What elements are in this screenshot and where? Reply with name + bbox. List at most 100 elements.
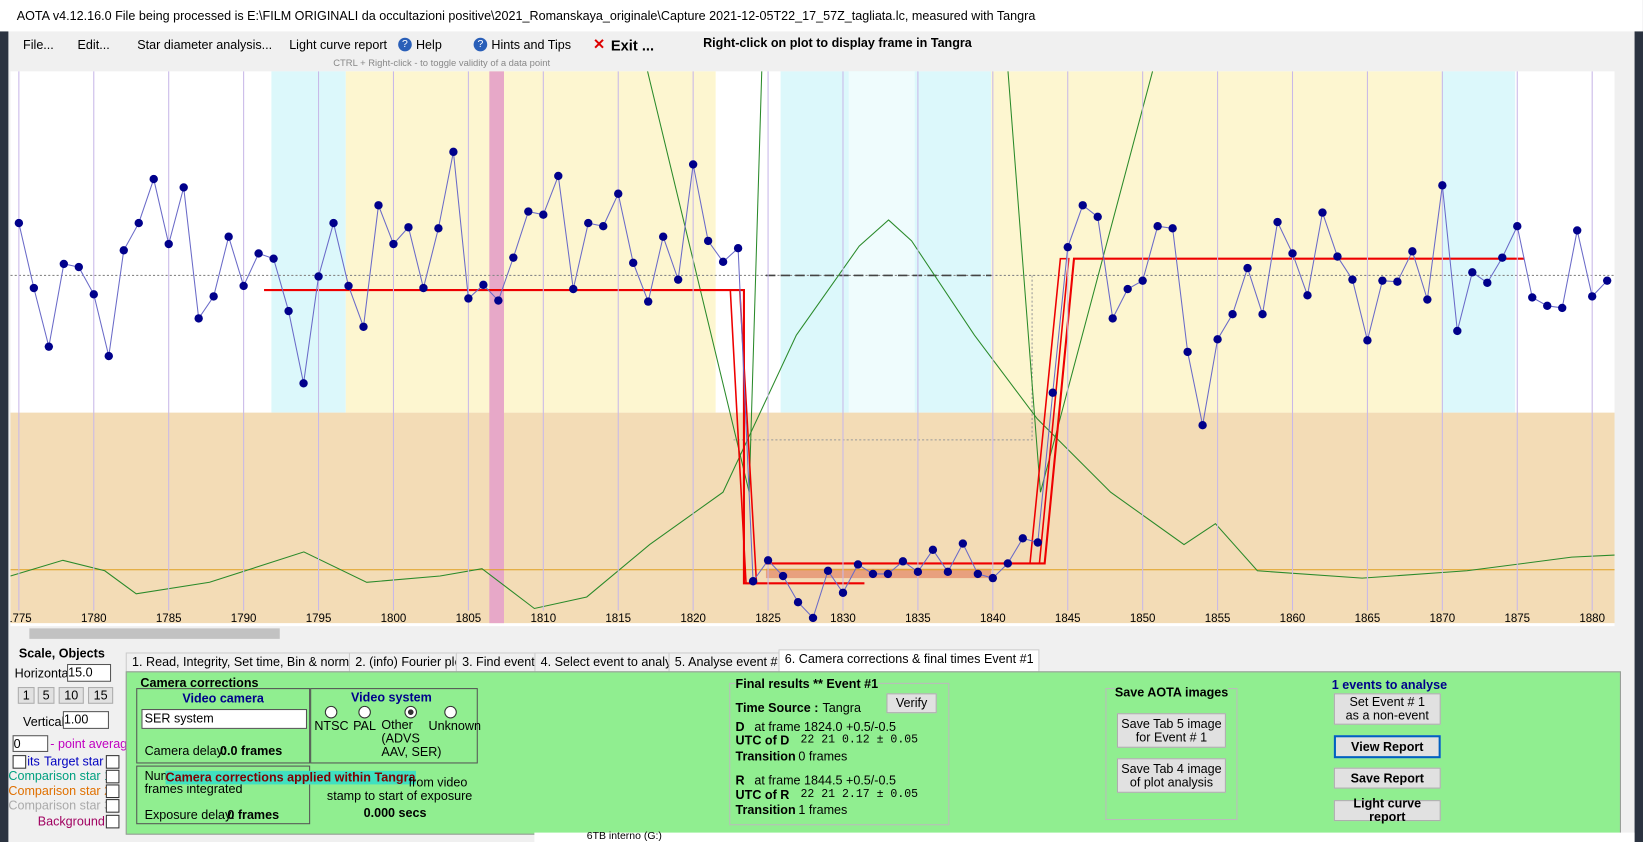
x-tick-label: 1810 — [530, 613, 556, 625]
data-point — [1393, 277, 1402, 286]
data-point — [1587, 292, 1597, 301]
scale-button[interactable]: 10 — [58, 687, 84, 704]
x-tick-label: 1785 — [156, 613, 182, 625]
radio-label[interactable]: Unknown — [428, 718, 481, 734]
data-point — [554, 171, 563, 181]
data-point — [1438, 181, 1447, 190]
radio[interactable] — [358, 705, 371, 719]
data-point — [464, 294, 473, 303]
data-point — [314, 272, 323, 281]
data-point — [479, 280, 488, 290]
tab[interactable]: 3. Find events — [455, 652, 548, 673]
save-button[interactable]: Save Tab 4 image of plot analysis — [1116, 758, 1226, 793]
checkbox[interactable] — [105, 814, 120, 829]
data-point — [1453, 326, 1462, 336]
checkbox[interactable] — [105, 769, 120, 784]
button[interactable]: Save Report — [1333, 767, 1441, 789]
light-curve-plot[interactable]: 1775 1780 1785 1790 1795 1800 1805 1810 1815 1820… — [10, 71, 1615, 627]
data-point — [1183, 347, 1192, 357]
label: from video — [408, 775, 468, 790]
value: 0.000 secs — [363, 805, 427, 821]
data-point — [958, 539, 968, 548]
radio[interactable] — [324, 705, 338, 719]
radio[interactable] — [444, 705, 457, 719]
title-bar — [0, 0, 1643, 32]
x-tick-label: 1835 — [905, 613, 931, 625]
scrollbar[interactable] — [10, 626, 1615, 641]
scale-button[interactable]: 1 — [17, 687, 35, 704]
menu-item[interactable]: Light curve report — [289, 37, 388, 53]
tab[interactable]: 5. Analyse event #1 — [668, 652, 791, 673]
button[interactable]: View Report — [1333, 735, 1441, 759]
button[interactable]: Set Event # 1 as a non-event — [1333, 693, 1441, 725]
menu-item[interactable]: Exit ... — [610, 36, 655, 54]
x-tick-label: 1870 — [1430, 613, 1456, 625]
checkbox[interactable] — [105, 784, 120, 799]
data-point — [1018, 534, 1027, 543]
data-point — [569, 284, 578, 294]
data-point — [329, 218, 338, 228]
avg-select[interactable]: 0 — [12, 735, 49, 752]
menu-item[interactable]: File... — [23, 37, 54, 53]
checkbox[interactable] — [105, 799, 120, 813]
value: at frame 1824.0 +0.5/-0.5 — [754, 719, 896, 735]
label: Camera delay: — [144, 743, 227, 759]
panel-title: Scale, Objects — [18, 646, 105, 661]
checkbox[interactable] — [105, 755, 120, 769]
x-tick-label: 1845 — [1055, 613, 1081, 625]
menu-item[interactable]: Star diameter analysis... — [137, 37, 273, 53]
data-point — [389, 239, 398, 249]
data-point — [1543, 301, 1552, 311]
data-point — [673, 275, 683, 284]
radio-label[interactable]: Other (ADVS AAV, SER) — [381, 717, 442, 760]
data-point — [29, 283, 39, 293]
h-scale[interactable]: 15.0 — [67, 663, 112, 682]
verify-button[interactable]: Verify — [886, 693, 937, 714]
data-point — [1273, 217, 1282, 227]
data-point — [1153, 222, 1162, 231]
scroll-thumb[interactable] — [29, 628, 280, 639]
camera-select[interactable]: SER system — [141, 709, 308, 729]
data-point — [1228, 310, 1237, 319]
data-point — [943, 567, 953, 577]
x-tick-label: 1865 — [1355, 613, 1381, 625]
label: D — [735, 719, 745, 735]
radio-checked[interactable] — [404, 705, 418, 719]
v-scale[interactable]: 1.00 — [62, 711, 109, 729]
data-point — [1108, 314, 1117, 323]
tab[interactable]: 1. Read, Integrity, Set time, Bin & norm… — [125, 652, 382, 673]
data-point — [629, 258, 638, 268]
data-point — [194, 314, 203, 323]
tab-active[interactable]: 6. Camera corrections & final times Even… — [778, 649, 1040, 673]
value: 22 21 0.12 ± 0.05 — [800, 734, 919, 747]
radio-label[interactable]: PAL — [353, 718, 376, 734]
label: UTC of D — [735, 733, 790, 748]
radio-label[interactable]: NTSC — [314, 718, 349, 734]
checkbox[interactable] — [12, 755, 27, 769]
data-point — [868, 569, 878, 579]
data-point — [1498, 253, 1507, 262]
scale-button[interactable]: 5 — [37, 687, 55, 704]
save-button[interactable]: Save Tab 5 image for Event # 1 — [1116, 713, 1226, 748]
data-point — [1408, 247, 1417, 256]
label: Num — [144, 768, 172, 784]
tab[interactable]: 4. Select event to analyse — [534, 652, 691, 673]
label: Exposure delay: — [144, 807, 235, 823]
button[interactable]: Light curve report — [1333, 796, 1441, 824]
menu-item[interactable]: Hints and Tips — [491, 37, 572, 53]
menu-item[interactable]: Edit... — [77, 37, 110, 53]
data-point — [823, 566, 833, 575]
data-point — [718, 257, 728, 267]
menu-item[interactable]: Help — [415, 37, 442, 53]
data-point — [539, 210, 548, 219]
data-point — [374, 201, 383, 210]
object: Background — [37, 813, 105, 829]
data-point — [1258, 310, 1267, 319]
data-point — [1513, 222, 1522, 231]
object: Comparison star 3 — [8, 798, 112, 813]
data-point — [509, 253, 518, 262]
data-point — [119, 246, 128, 255]
scale-button[interactable]: 15 — [88, 687, 114, 704]
label: 1 events to analyse — [1331, 677, 1448, 693]
tab[interactable]: 2. (info) Fourier plot — [348, 652, 472, 673]
